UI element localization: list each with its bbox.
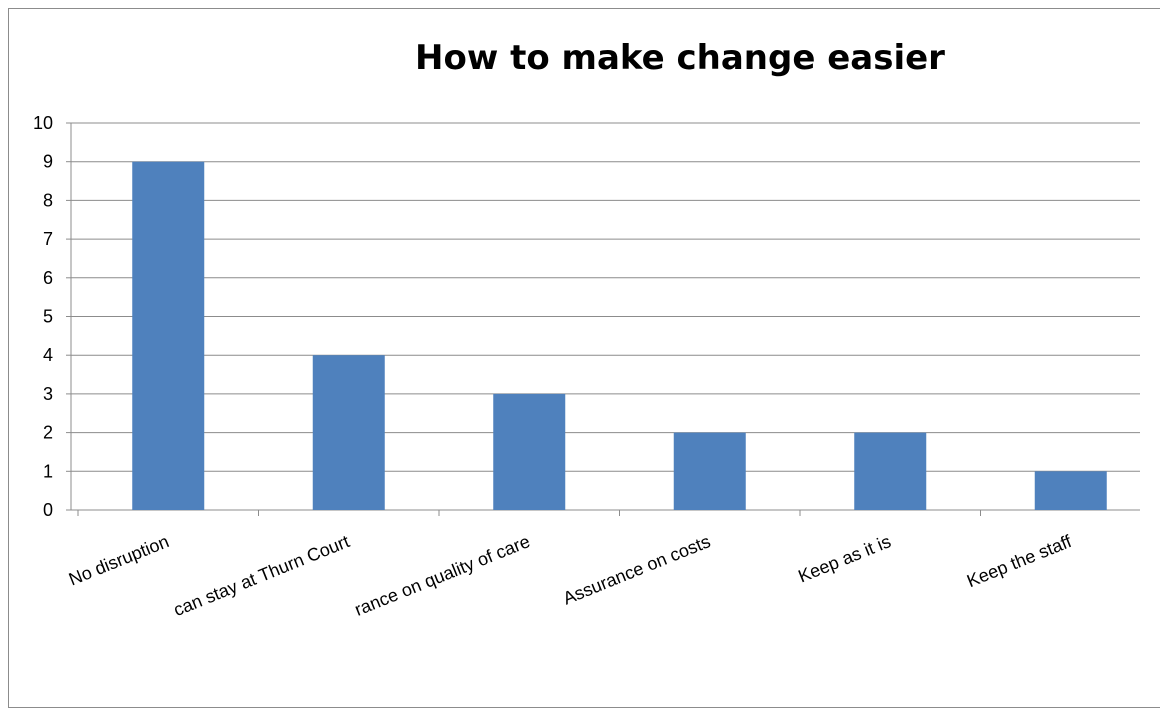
y-tick-label: 0 xyxy=(43,500,53,520)
bar xyxy=(854,432,927,510)
y-tick-label: 7 xyxy=(43,229,53,249)
x-category-label: No disruption xyxy=(66,531,172,589)
y-tick-label: 9 xyxy=(43,152,53,172)
y-tick-label: 5 xyxy=(43,307,53,327)
x-category-label: Assurance on costs xyxy=(560,531,713,608)
x-category-label: Keep as it is xyxy=(795,531,893,586)
bar xyxy=(493,393,566,510)
y-tick-label: 3 xyxy=(43,384,53,404)
bar xyxy=(312,355,385,510)
bar xyxy=(673,432,746,510)
y-tick-label: 10 xyxy=(33,113,53,133)
y-tick-label: 4 xyxy=(43,345,53,365)
chart-title: How to make change easier xyxy=(415,38,945,78)
y-tick-label: 6 xyxy=(43,268,53,288)
bar xyxy=(1034,471,1107,510)
y-tick-label: 8 xyxy=(43,190,53,210)
x-category-label: can stay at Thurn Court xyxy=(171,531,353,620)
y-tick-label: 2 xyxy=(43,423,53,443)
x-category-label: rance on quality of care xyxy=(352,531,533,620)
bar xyxy=(132,161,205,510)
y-tick-label: 1 xyxy=(43,461,53,481)
x-category-label: Keep the staff xyxy=(964,531,1075,591)
